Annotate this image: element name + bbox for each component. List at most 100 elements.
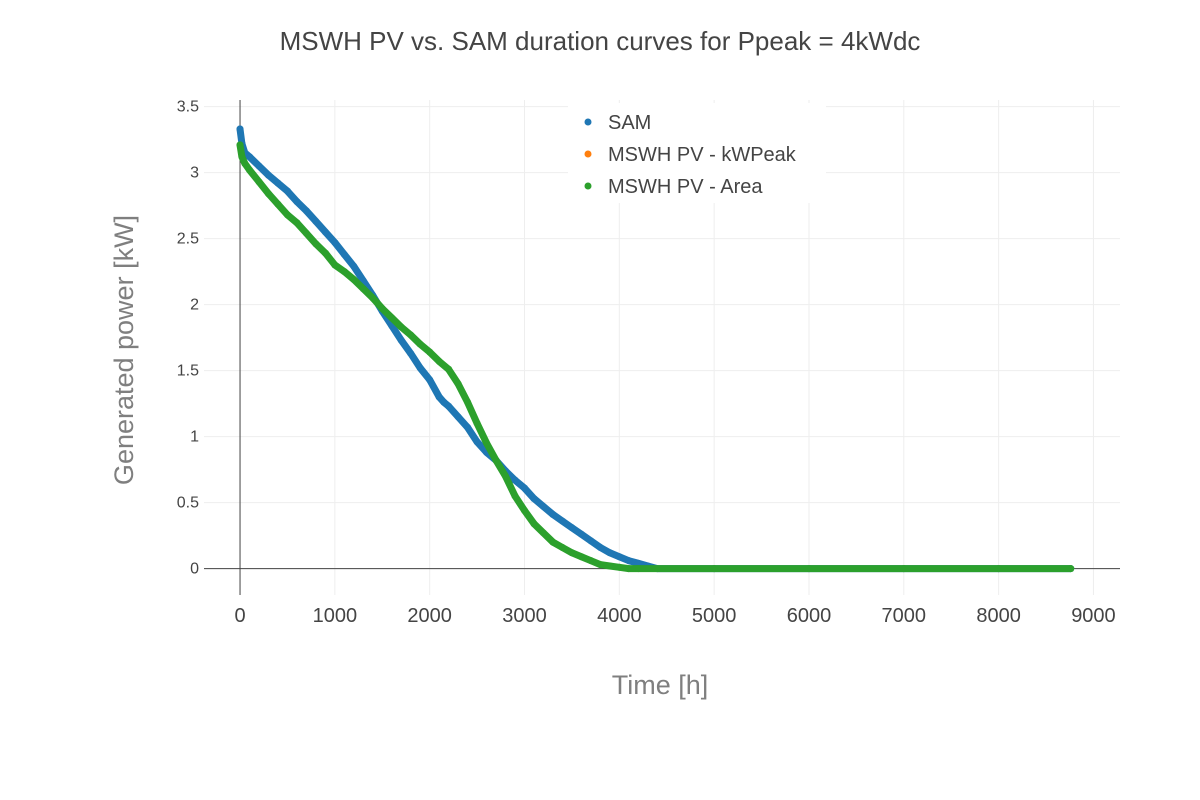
data-point — [435, 357, 443, 365]
data-point — [634, 559, 642, 567]
x-tick-labels: 0 1000 2000 3000 4000 5000 6000 7000 8000 9000 — [234, 605, 1115, 627]
data-point — [407, 349, 415, 357]
data-point — [606, 549, 614, 557]
data-point — [596, 543, 604, 551]
y-tick-label: 2.5 — [177, 231, 199, 248]
data-point — [558, 543, 566, 551]
data-point — [454, 413, 462, 421]
data-point — [246, 153, 254, 161]
data-point — [521, 507, 529, 515]
data-point — [264, 190, 272, 198]
legend-item[interactable]: MSWH PV - kWPeak — [584, 144, 797, 166]
x-tick-label: 8000 — [976, 605, 1021, 627]
data-point — [274, 200, 282, 208]
data-point — [283, 211, 291, 219]
data-point — [435, 393, 443, 401]
data-point — [388, 314, 396, 322]
data-point — [577, 530, 585, 538]
y-tick-label: 3 — [190, 165, 199, 182]
data-point — [238, 153, 246, 161]
x-tick-label: 5000 — [692, 605, 737, 627]
data-point — [521, 484, 529, 492]
data-point — [473, 438, 481, 446]
legend-marker — [584, 150, 592, 158]
x-tick-label: 0 — [234, 605, 245, 627]
data-point — [302, 207, 310, 215]
y-tick-label: 1 — [190, 429, 199, 446]
legend-background — [568, 103, 826, 203]
data-point — [397, 336, 405, 344]
data-point — [568, 549, 576, 557]
data-point — [530, 495, 538, 503]
data-point — [710, 565, 718, 573]
data-point — [625, 565, 633, 573]
data-point — [397, 323, 405, 331]
y-tick-label: 0 — [190, 561, 199, 578]
y-tick-label: 2 — [190, 297, 199, 314]
data-point — [312, 240, 320, 248]
data-point — [454, 380, 462, 388]
data-point — [995, 565, 1003, 573]
data-point — [511, 476, 519, 484]
series-mswh-pv-area — [236, 141, 1075, 573]
data-point — [350, 262, 358, 270]
data-point — [440, 398, 448, 406]
data-point — [615, 553, 623, 561]
data-point — [255, 162, 263, 170]
legend[interactable]: SAM MSWH PV - kWPeak MSWH PV - Area — [568, 103, 826, 203]
y-tick-label: 0.5 — [177, 495, 199, 512]
data-point — [426, 376, 434, 384]
legend-label: MSWH PV - Area — [608, 176, 763, 198]
data-point — [587, 537, 595, 545]
data-point — [1067, 565, 1075, 573]
x-tick-label: 6000 — [787, 605, 832, 627]
data-point — [568, 524, 576, 532]
data-point — [530, 520, 538, 528]
data-point — [236, 141, 244, 149]
data-point — [549, 538, 557, 546]
data-point — [321, 228, 329, 236]
data-point — [331, 239, 339, 247]
data-point — [350, 276, 358, 284]
x-tick-label: 1000 — [313, 605, 358, 627]
data-point — [264, 171, 272, 179]
data-point — [464, 398, 472, 406]
legend-item[interactable]: MSWH PV - Area — [584, 176, 764, 198]
data-point — [407, 331, 415, 339]
data-point — [483, 439, 491, 447]
data-point — [321, 249, 329, 257]
y-tick-labels: 0 0.5 1 1.5 2 2.5 3 3.5 — [177, 99, 199, 578]
x-tick-label: 4000 — [597, 605, 642, 627]
data-point — [416, 364, 424, 372]
legend-marker — [584, 182, 592, 190]
data-point — [900, 565, 908, 573]
data-point — [606, 562, 614, 570]
data-point — [492, 456, 500, 464]
legend-label: SAM — [608, 112, 651, 134]
data-point — [596, 561, 604, 569]
data-point — [340, 268, 348, 276]
data-point — [283, 187, 291, 195]
data-point — [577, 553, 585, 561]
legend-item[interactable]: SAM — [584, 112, 652, 134]
legend-label: MSWH PV - kWPeak — [608, 144, 797, 166]
data-point — [502, 472, 510, 480]
x-tick-label: 2000 — [407, 605, 452, 627]
data-point — [293, 219, 301, 227]
x-axis-title: Time [h] — [612, 670, 709, 700]
data-point — [805, 565, 813, 573]
data-point — [558, 517, 566, 525]
x-tick-label: 9000 — [1071, 605, 1116, 627]
series-line-mswh-pv-area — [236, 141, 1075, 573]
data-point — [312, 217, 320, 225]
data-point — [293, 198, 301, 206]
data-point — [464, 423, 472, 431]
data-point — [359, 285, 367, 293]
data-point — [426, 348, 434, 356]
data-point — [378, 305, 386, 313]
data-point — [549, 510, 557, 518]
data-point — [473, 419, 481, 427]
data-point — [340, 250, 348, 258]
chart-title: MSWH PV vs. SAM duration curves for Ppea… — [280, 26, 921, 56]
